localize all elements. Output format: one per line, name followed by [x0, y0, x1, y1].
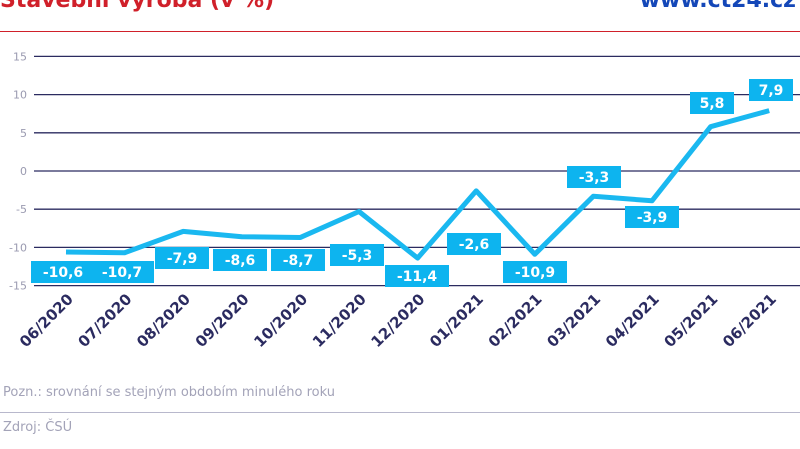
data-label-box [503, 261, 567, 283]
data-label-box [567, 166, 621, 188]
footer-divider [0, 412, 800, 413]
chart-title: Stavební výroba (v %) [0, 0, 275, 13]
y-tick-label: 10 [13, 89, 27, 102]
data-label: -10,7 [102, 265, 142, 281]
x-tick-label: 01/2021 [426, 290, 487, 351]
series-line [65, 108, 770, 261]
x-tick-label: 04/2021 [602, 290, 663, 351]
data-label: 5,8 [700, 96, 725, 112]
title-divider [0, 31, 800, 32]
y-tick-label: -15 [9, 280, 27, 293]
data-label: -8,6 [225, 253, 256, 269]
data-label-box [31, 261, 95, 283]
x-tick-label: 11/2020 [309, 290, 370, 351]
x-tick-label: 10/2020 [250, 290, 311, 351]
data-label-box [385, 265, 449, 287]
data-label: -10,6 [43, 265, 83, 281]
data-label: -7,9 [167, 251, 198, 267]
x-tick-label: 02/2021 [485, 290, 546, 351]
data-label: -3,3 [579, 170, 610, 186]
x-tick-label: 09/2020 [192, 290, 253, 351]
data-label-box [447, 233, 501, 255]
data-label: 7,9 [759, 83, 784, 99]
site-link[interactable]: www.ct24.cz [639, 0, 796, 13]
data-label: -2,6 [459, 237, 490, 253]
x-tick-label: 05/2021 [661, 290, 722, 351]
y-tick-label: 5 [20, 127, 27, 140]
data-label-box [690, 92, 734, 114]
data-label-box [271, 249, 325, 271]
x-tick-label: 06/2020 [16, 290, 77, 351]
x-tick-label: 07/2020 [75, 290, 136, 351]
data-label: -5,3 [342, 248, 373, 264]
x-tick-label: 08/2020 [133, 290, 194, 351]
chart-note: Pozn.: srovnání se stejným obdobím minul… [3, 385, 335, 400]
y-tick-label: 0 [20, 165, 27, 178]
x-tick-label: 12/2020 [368, 290, 429, 351]
data-label-box [90, 261, 154, 283]
data-label-box [625, 206, 679, 228]
y-tick-label: -10 [9, 241, 27, 254]
x-tick-label: 06/2021 [719, 290, 780, 351]
data-label: -10,9 [515, 265, 555, 281]
data-label: -8,7 [283, 253, 314, 269]
data-label-box [213, 249, 267, 271]
data-label: -3,9 [637, 210, 668, 226]
data-label-box [155, 247, 209, 269]
data-label-box [749, 79, 793, 101]
data-label-box [330, 244, 384, 266]
y-tick-label: -5 [16, 203, 27, 216]
x-tick-label: 03/2021 [543, 290, 604, 351]
data-label: -11,4 [397, 269, 438, 285]
y-tick-label: 15 [13, 50, 27, 63]
chart-source: Zdroj: ČSÚ [3, 420, 73, 435]
line-chart: 15 10 5 0 -5 -10 -1506/202007/202008/202009/20… [9, 50, 800, 351]
